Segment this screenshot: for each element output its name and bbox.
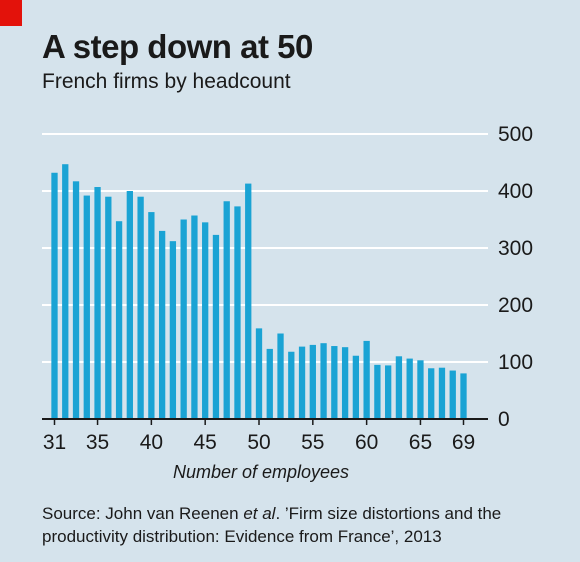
bar-37	[115, 221, 123, 419]
source-prefix: Source: John van Reenen	[42, 504, 244, 523]
bar-36	[105, 196, 112, 419]
x-tick-label: 69	[452, 431, 475, 454]
bar-47	[223, 201, 230, 419]
chart-title: A step down at 50	[42, 28, 313, 65]
bar-68	[449, 370, 456, 419]
bar-61	[374, 364, 381, 419]
bar-60	[363, 340, 370, 419]
bar-50	[255, 328, 263, 419]
bar-52	[277, 333, 284, 419]
y-tick-label: 100	[498, 351, 533, 374]
x-axis-label: Number of employees	[173, 462, 349, 482]
bar-64	[406, 358, 413, 419]
bar-40	[148, 212, 155, 419]
x-tick-label: 55	[301, 431, 324, 454]
x-tick-label: 65	[409, 431, 432, 454]
bar-33	[72, 181, 80, 419]
bar-59	[352, 355, 360, 419]
bar-43	[180, 219, 187, 419]
x-tick-label: 40	[140, 431, 163, 454]
bar-69	[460, 373, 467, 419]
bar-46	[212, 234, 220, 419]
bar-51	[266, 348, 273, 419]
bar-55	[309, 344, 316, 419]
bar-41	[158, 230, 166, 419]
bar-54	[298, 346, 306, 419]
y-tick-label: 200	[498, 294, 533, 317]
bar-58	[341, 347, 349, 419]
y-tick-label: 0	[498, 408, 510, 431]
y-tick-label: 400	[498, 180, 533, 203]
x-tick-label: 60	[355, 431, 378, 454]
y-axis-ticks: 0 100 200 300 400 500	[498, 123, 533, 431]
bar-32	[62, 164, 69, 419]
bar-48	[234, 206, 241, 419]
x-axis-ticks: 31 35 40 45 50 55 60 65 69	[43, 419, 475, 454]
bars	[51, 164, 467, 419]
bar-49	[245, 183, 252, 419]
bar-57	[331, 346, 338, 419]
bar-38	[126, 191, 133, 419]
bar-63	[395, 356, 403, 419]
bar-34	[83, 195, 90, 419]
bar-56	[320, 343, 327, 419]
bar-66	[428, 368, 435, 419]
brand-accent-tab	[0, 0, 22, 26]
bar-39	[137, 196, 144, 419]
chart-subtitle: French firms by headcount	[42, 70, 291, 93]
x-tick-label: 50	[247, 431, 270, 454]
bar-35	[94, 187, 101, 419]
bar-42	[169, 241, 177, 419]
source-suffix: . ’Firm size distortions and the product…	[42, 504, 502, 546]
y-tick-label: 500	[498, 123, 533, 146]
source-note: Source: John van Reenen et al. ’Firm siz…	[42, 502, 562, 548]
source-etal: et al	[243, 504, 276, 523]
bar-65	[417, 360, 424, 419]
bar-67	[438, 367, 446, 419]
y-tick-label: 300	[498, 237, 533, 260]
bar-31	[51, 172, 58, 419]
bar-53	[288, 351, 295, 419]
x-tick-label: 45	[194, 431, 217, 454]
bar-45	[202, 222, 209, 419]
bar-62	[385, 365, 392, 419]
x-tick-label: 35	[86, 431, 109, 454]
bar-44	[191, 215, 198, 419]
x-tick-label: 31	[43, 431, 66, 454]
